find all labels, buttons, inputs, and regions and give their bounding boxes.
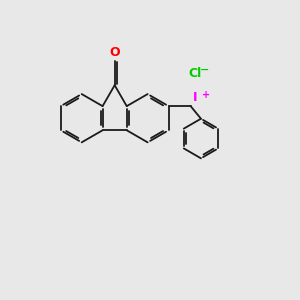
Text: Cl: Cl <box>188 67 202 80</box>
Text: −: − <box>200 65 209 75</box>
Text: +: + <box>202 90 210 100</box>
Text: O: O <box>110 46 120 59</box>
Text: I: I <box>193 91 197 104</box>
